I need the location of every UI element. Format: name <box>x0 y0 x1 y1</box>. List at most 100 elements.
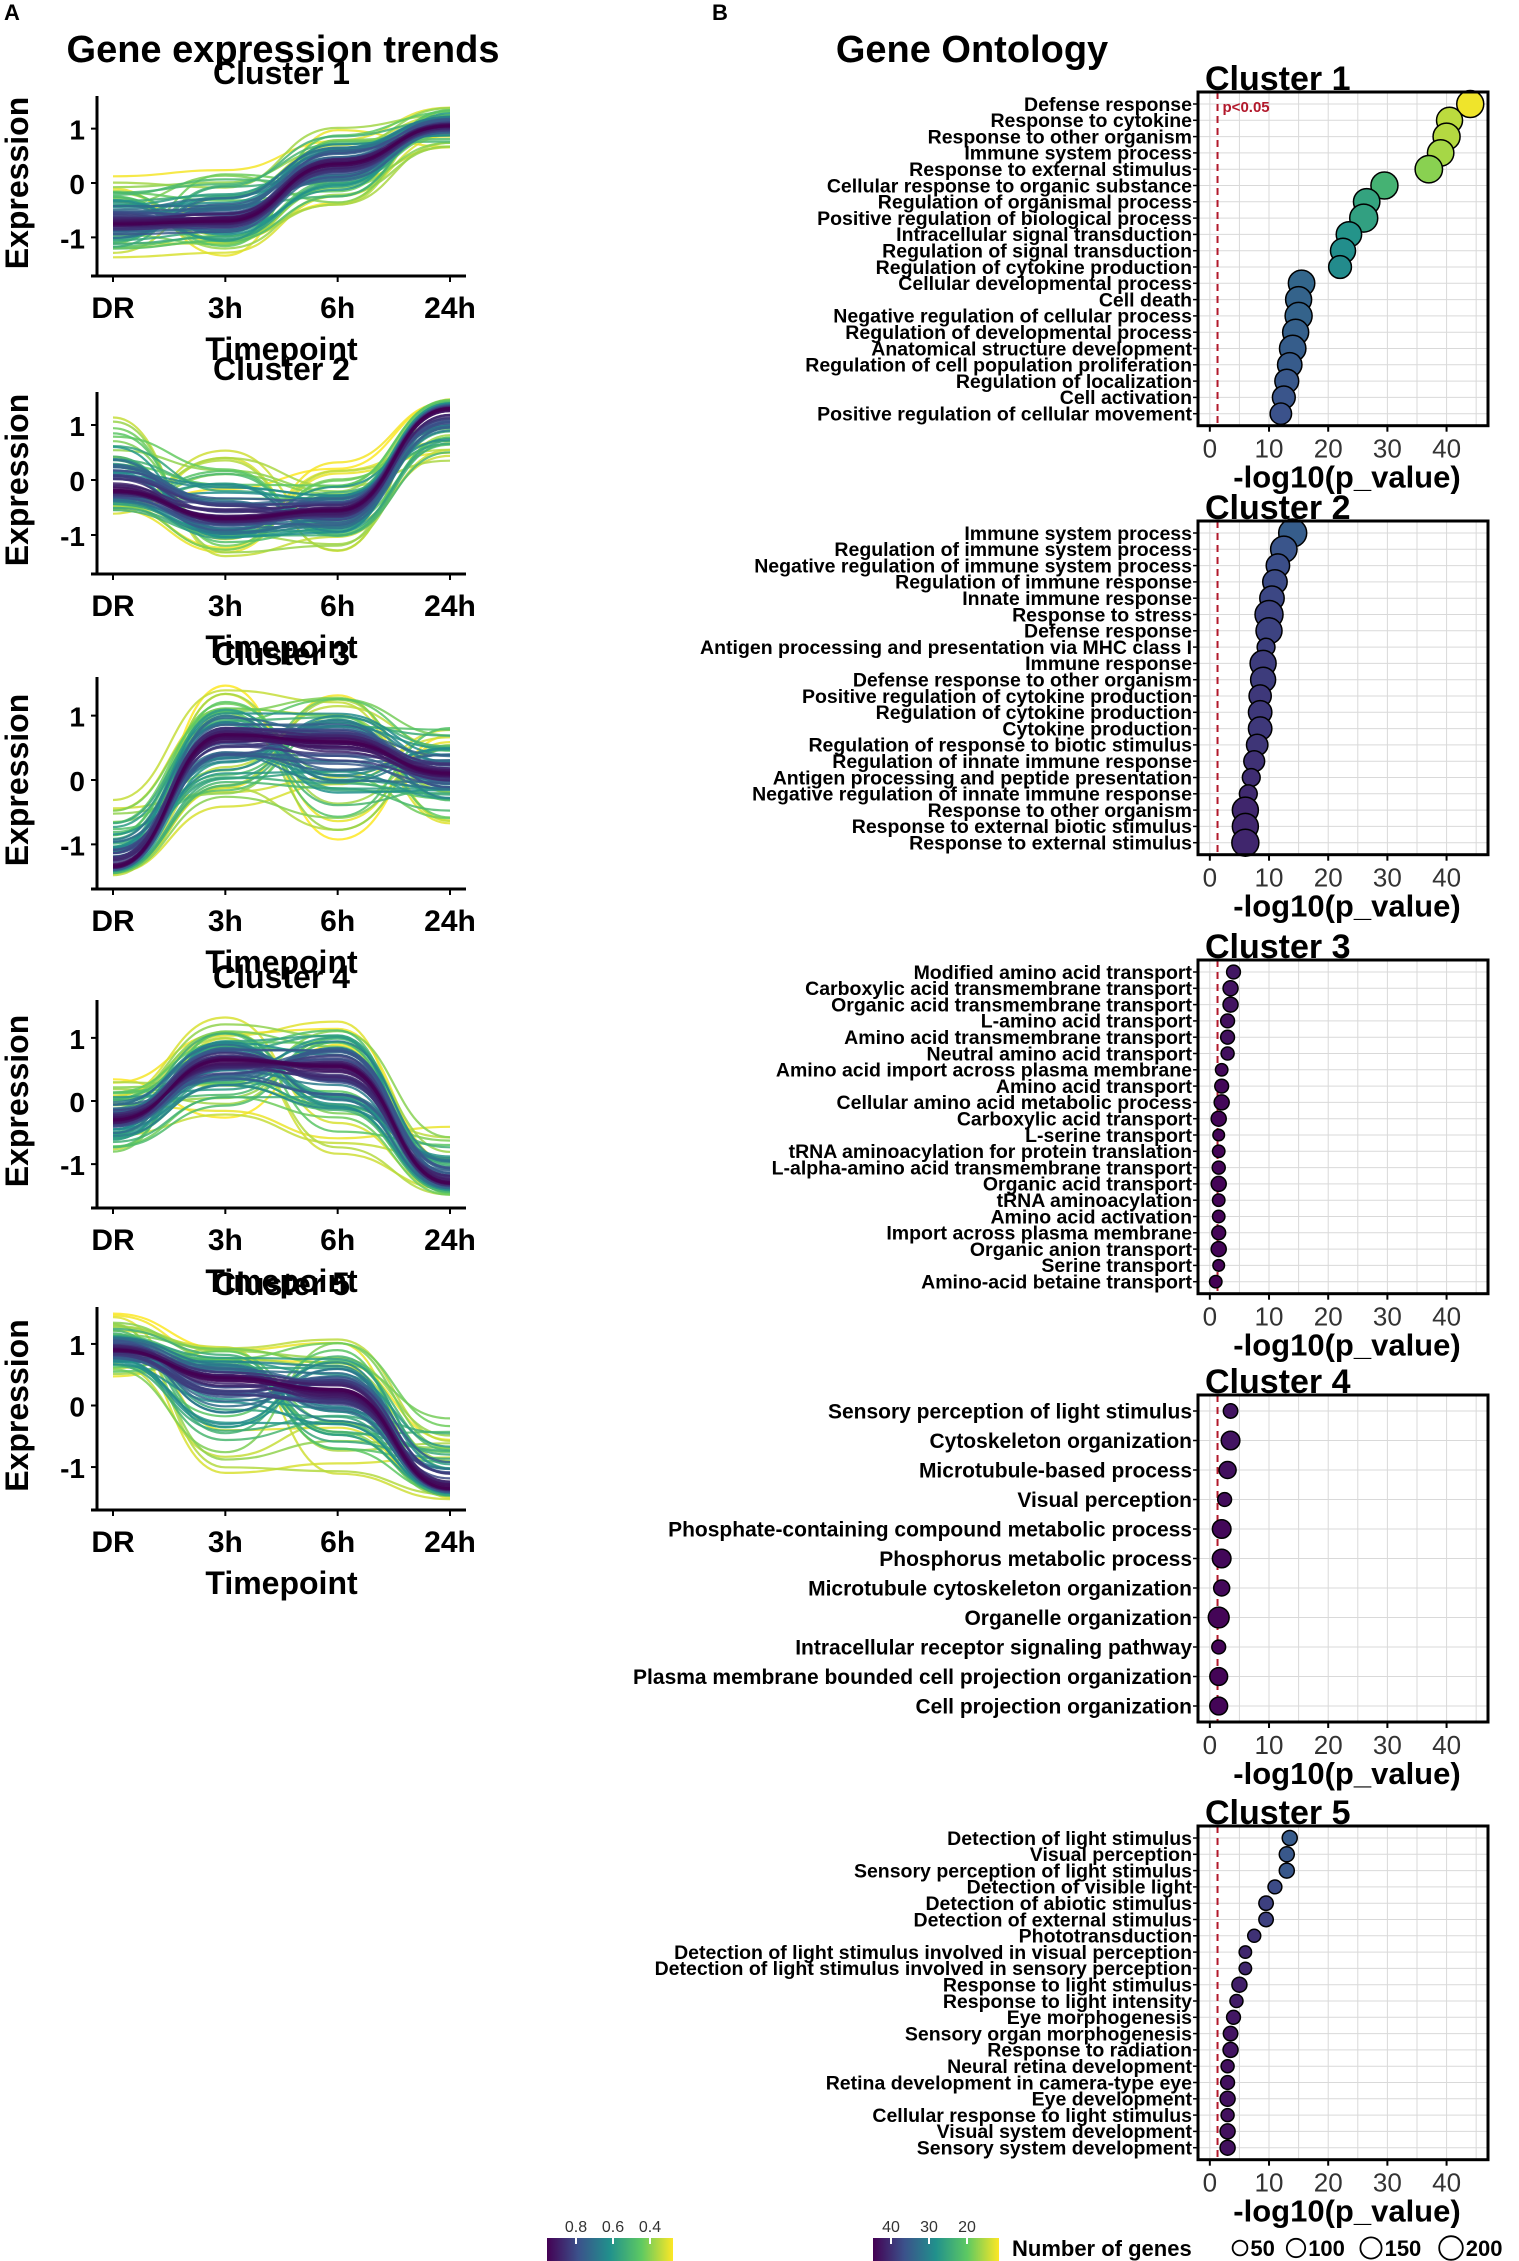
x-tick-label: DR <box>91 905 135 938</box>
x-tick-label: DR <box>91 1526 135 1559</box>
go-term-label: Phosphate-containing compound metabolic … <box>668 1518 1192 1541</box>
x-tick-label: 24h <box>424 292 476 325</box>
go-term-point <box>1220 2107 1235 2123</box>
go-term-label: Detection of external stimulus <box>914 1909 1193 1931</box>
go-term-label: Response to other organism <box>928 126 1192 148</box>
color-bar-a <box>547 2238 673 2261</box>
go-term-label: Anatomical structure development <box>871 338 1192 360</box>
go-term-label: Antigen processing and presentation via … <box>700 637 1192 659</box>
color-bar-b-tick-label: 30 <box>920 2219 938 2236</box>
x-tick-label: 24h <box>424 905 476 938</box>
go-term-label: Antigen processing and peptide presentat… <box>773 767 1192 789</box>
cluster-title: Cluster 3 <box>1205 928 1351 966</box>
go-term-label: Amino acid activation <box>990 1206 1192 1228</box>
go-term-point <box>1246 1928 1262 1944</box>
y-tick-label: -1 <box>60 830 85 861</box>
go-term-label: Organic acid transport <box>983 1174 1193 1196</box>
go-term-point <box>1211 1160 1226 1175</box>
go-term-label: Positive regulation of cytokine producti… <box>802 686 1192 708</box>
trend-line <box>112 124 451 225</box>
go-term-point <box>1212 1579 1231 1597</box>
go-term-point <box>1278 1862 1296 1879</box>
go-term-point <box>1214 1078 1230 1094</box>
go-term-point <box>1211 1209 1226 1224</box>
x-tick-label: 3h <box>208 1224 243 1257</box>
go-term-point <box>1370 171 1399 200</box>
go-term-point <box>1219 2090 1236 2108</box>
trend-line <box>112 121 451 217</box>
go-term-point <box>1258 1911 1275 1928</box>
go-term-label: Sensory system development <box>917 2138 1193 2160</box>
go-term-label: Sensory organ morphogenesis <box>905 2023 1192 2045</box>
go-term-label: L-alpha-amino acid transmembrane transpo… <box>772 1157 1193 1179</box>
trend-line <box>112 1058 451 1185</box>
y-tick-label: -1 <box>60 521 85 552</box>
trend-line <box>112 442 451 537</box>
size-legend-circle <box>1285 2237 1307 2259</box>
dot-plot-cluster-4: Sensory perception of light stimulus Cyto… <box>633 1363 1490 1791</box>
go-term-label: Negative regulation of cellular process <box>833 306 1192 328</box>
go-term-label: Detection of light stimulus involved in … <box>655 1958 1192 1980</box>
line-chart-cluster-3: 1 0 -1 DR 3h 6h 24h Cluster 3 Timepoint Expressio… <box>0 636 476 980</box>
go-term-point <box>1225 964 1242 980</box>
plot-frame <box>1196 1824 1490 2162</box>
cluster-title: Cluster 5 <box>1205 1794 1351 1832</box>
x-axis-title: Timepoint <box>205 944 358 980</box>
go-term-label: L-amino acid transport <box>981 1011 1193 1033</box>
trend-line <box>112 1363 451 1493</box>
go-term-label: Regulation of immune response <box>895 572 1192 594</box>
x-tick-label: 20 <box>1314 863 1343 893</box>
go-term-label: Carboxylic acid transport <box>957 1109 1193 1131</box>
go-term-point <box>1231 1976 1248 1993</box>
go-term-label: Regulation of cell population proliferat… <box>805 355 1192 377</box>
panel-a-line-charts: 1 0 -1 DR 3h 6h 24h Cluster 1 Timepoint Expressio… <box>0 55 476 1601</box>
color-bar-a-tick-label: 0.4 <box>639 2219 661 2236</box>
x-tick-label: 0 <box>1203 1302 1217 1332</box>
x-axis-title: Timepoint <box>205 331 358 367</box>
go-term-label: Detection of visible light <box>967 1877 1193 1899</box>
y-tick-label: 0 <box>69 169 85 200</box>
go-term-point <box>1241 767 1261 788</box>
go-term-point <box>1216 1491 1233 1508</box>
color-bar-a-tick-label: 0.8 <box>565 2219 587 2236</box>
go-term-label: Intracellular receptor signaling pathway <box>795 1636 1192 1659</box>
x-tick-label: 30 <box>1373 863 1402 893</box>
cluster-title: Cluster 1 <box>213 55 350 91</box>
go-term-label: Neutral amino acid transport <box>927 1043 1193 1065</box>
go-term-label: Serine transport <box>1041 1255 1192 1277</box>
x-tick-label: 10 <box>1255 1302 1284 1332</box>
y-tick-label: -1 <box>60 1150 85 1181</box>
go-term-point <box>1229 1993 1244 2009</box>
x-tick-label: 3h <box>208 590 243 623</box>
go-term-point <box>1269 402 1293 426</box>
go-term-label: Detection of abiotic stimulus <box>925 1893 1192 1915</box>
go-term-point <box>1278 1846 1296 1863</box>
go-term-label: Response to external stimulus <box>909 833 1192 855</box>
threshold-label: p<0.05 <box>1223 99 1270 116</box>
go-term-label: Cellular developmental process <box>898 273 1192 295</box>
x-tick-label: 10 <box>1255 434 1284 464</box>
go-term-label: Regulation of cytokine production <box>876 702 1192 724</box>
go-term-label: Regulation of developmental process <box>845 322 1192 344</box>
y-tick-label: -1 <box>60 223 85 254</box>
go-term-point <box>1212 1258 1226 1272</box>
go-term-point <box>1222 2025 1239 2042</box>
x-axis-title: -log10(p_value) <box>1233 1756 1460 1791</box>
go-term-label: Visual system development <box>937 2121 1193 2143</box>
go-term-label: Response to light intensity <box>943 1991 1192 2013</box>
go-term-label: Response to external stimulus <box>909 159 1192 181</box>
trend-line <box>112 1095 451 1196</box>
go-term-label: Immune response <box>1025 653 1192 675</box>
go-term-label: Response to cytokine <box>990 110 1192 132</box>
go-term-point <box>1208 1274 1223 1289</box>
go-term-label: Neural retina development <box>947 2056 1192 2078</box>
go-term-label: Immune system process <box>964 143 1192 165</box>
go-term-point <box>1267 1879 1283 1895</box>
go-term-label: Regulation of cytokine production <box>876 257 1192 279</box>
plot-frame <box>1196 519 1490 857</box>
x-tick-label: 20 <box>1314 1730 1343 1760</box>
color-bar-b-tick-label: 40 <box>882 2219 900 2236</box>
